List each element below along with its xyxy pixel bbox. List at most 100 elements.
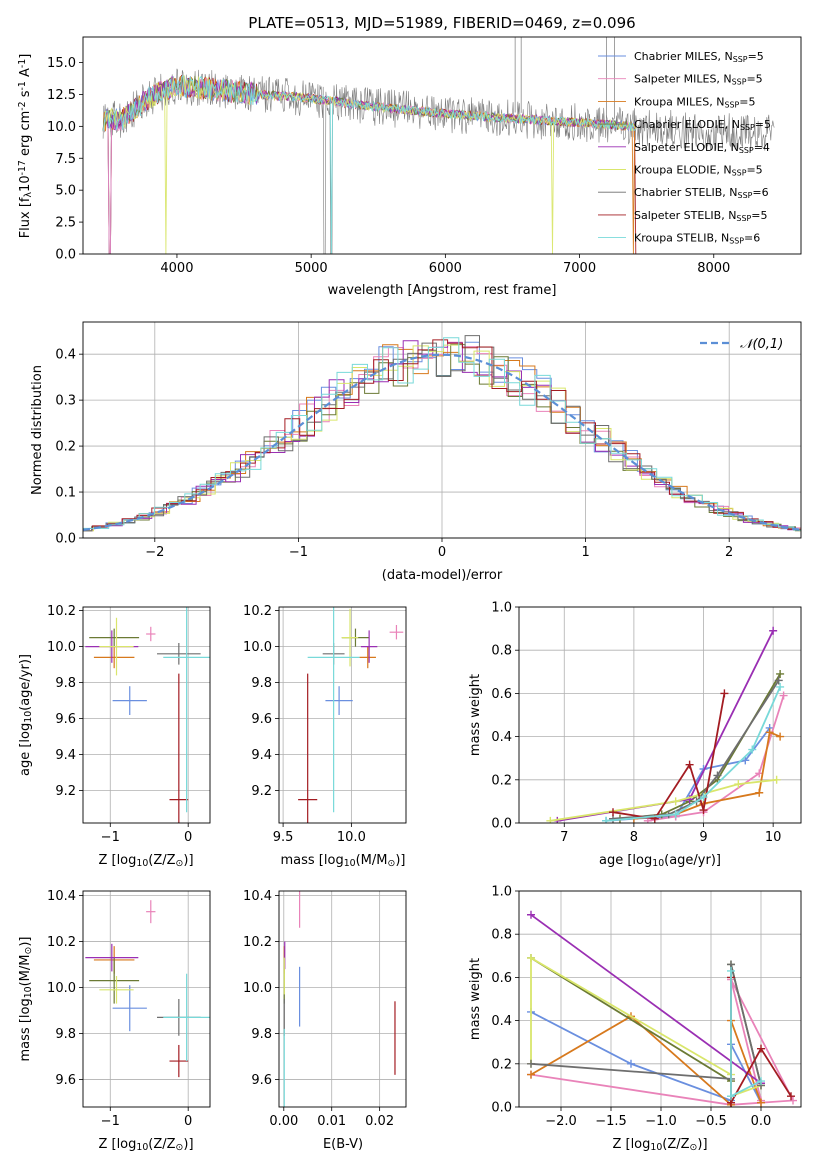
y-axis-label: mass weight — [468, 674, 483, 756]
y-tick-label: 9.6 — [251, 712, 272, 727]
x-axis-label: mass [log10(M/M⊙)] — [281, 853, 406, 869]
x-tick-label: −1 — [289, 545, 308, 560]
y-tick-label: 9.4 — [251, 748, 272, 763]
legend-label: Salpeter STELIB, NSSP=5 — [634, 209, 767, 223]
x-tick-label: 1 — [581, 545, 589, 560]
plot-area-mass-vs-EBV — [283, 891, 396, 1107]
axes-frame — [82, 890, 211, 1108]
x-tick-label: 10 — [765, 830, 782, 845]
axes-frame — [82, 606, 211, 824]
plot-area-massweight-vs-Z — [527, 910, 797, 1107]
errorbar-point-1 — [389, 625, 404, 640]
x-tick-label: −1.5 — [595, 1114, 627, 1129]
x-axis-label: (data-model)/error — [382, 568, 503, 583]
x-tick-label: 7000 — [563, 261, 596, 276]
y-tick-label: 0.4 — [55, 348, 76, 363]
legend-label: Chabrier MILES, NSSP=5 — [634, 50, 764, 64]
y-tick-label: 0.4 — [491, 730, 512, 745]
y-tick-label: 9.2 — [55, 784, 76, 799]
x-tick-label: 0.02 — [365, 1114, 394, 1129]
weight-marker — [546, 816, 555, 823]
y-axis-label: mass [log10(M/M⊙)] — [18, 937, 34, 1062]
weight-marker — [769, 626, 778, 635]
y-tick-label: 1.0 — [491, 601, 512, 616]
x-tick-label: 9.5 — [273, 830, 294, 845]
plot-area-residuals — [83, 335, 801, 532]
y-tick-label: 12.5 — [47, 88, 76, 103]
axes-spectrum: 4000 5000 6000 7000 8000 0.0 2.5 5.0 7.5 10.0 12.5… — [47, 56, 730, 276]
legend-label: Kroupa MILES, NSSP=5 — [634, 95, 755, 109]
axes-frame — [82, 321, 802, 539]
y-tick-label: 0.4 — [491, 1014, 512, 1029]
y-tick-label: 10.2 — [47, 604, 76, 619]
weight-marker — [720, 689, 729, 698]
y-tick-label: 15.0 — [47, 56, 76, 71]
y-tick-label: 9.2 — [251, 784, 272, 799]
errorbar-point-0 — [112, 686, 147, 715]
y-tick-label: 9.8 — [55, 1027, 76, 1042]
weight-marker — [757, 1044, 765, 1053]
axes-massweight-vs-Z: −2.0 −1.5 −1.0 −0.5 0.0 0.0 0.2 0.4 0.6 0.8 1.0 — [491, 885, 801, 1129]
weight-series-5 — [530, 956, 762, 1098]
spectrum-series-6 — [102, 68, 775, 254]
x-tick-label: 0 — [184, 1114, 192, 1129]
y-tick-label: 10.2 — [243, 604, 272, 619]
errorbar-point-2 — [93, 646, 135, 669]
weight-marker — [787, 1092, 795, 1101]
weight-marker — [734, 780, 743, 789]
axes-massweight-vs-age: 7 8 9 10 0.0 0.2 0.4 0.6 0.8 1.0 — [491, 601, 801, 845]
x-axis-label: Z [log10(Z/Z⊙)] — [98, 1137, 193, 1153]
x-tick-label: −1 — [101, 1114, 120, 1129]
x-tick-label: 9 — [699, 830, 707, 845]
legend-label: Chabrier ELODIE, NSSP=5 — [634, 118, 771, 132]
errorbar-point-8 — [163, 607, 210, 813]
errorbar-point-5 — [99, 617, 134, 676]
axes-age-vs-mass: 9.5 10.0 9.2 9.4 9.6 9.8 10.0 10.2 — [243, 604, 406, 845]
y-axis-label: Flux [fλ10-17 erg cm-2 s-1 A-1] — [17, 54, 35, 239]
y-tick-label: 10.2 — [47, 935, 76, 950]
errorbar-point-2 — [359, 646, 376, 669]
y-tick-label: 0.2 — [491, 773, 512, 788]
x-tick-label: 0.01 — [317, 1114, 346, 1129]
y-tick-label: 10.4 — [47, 889, 76, 904]
y-tick-label: 0.1 — [55, 486, 76, 501]
errorbar-point-3 — [89, 628, 140, 647]
y-tick-label: 10.2 — [243, 935, 272, 950]
x-axis-label: E(B-V) — [323, 1137, 363, 1152]
x-tick-label: 6000 — [429, 261, 462, 276]
y-tick-label: 0.6 — [491, 971, 512, 986]
y-tick-label: 10.0 — [243, 640, 272, 655]
axes-frame — [82, 36, 802, 255]
x-tick-label: 5000 — [295, 261, 328, 276]
axes-mass-vs-Z: −1 0 9.6 9.8 10.0 10.2 10.4 — [47, 889, 210, 1129]
y-tick-label: 0.0 — [55, 248, 76, 263]
errorbar-point-7 — [169, 1044, 189, 1078]
plot-area-age-vs-mass — [298, 607, 404, 823]
y-tick-label: 9.4 — [55, 748, 76, 763]
axes-frame — [278, 890, 407, 1108]
weight-marker — [671, 797, 680, 806]
x-tick-label: 7 — [560, 830, 568, 845]
axes-mass-vs-EBV: 0.00 0.01 0.02 9.6 9.8 10.0 10.2 10.4 — [243, 889, 406, 1129]
x-axis-label: wavelength [Angstrom, rest frame] — [328, 283, 557, 298]
plot-area-age-vs-Z — [85, 607, 210, 823]
x-tick-label: 0 — [438, 545, 446, 560]
weight-marker — [685, 760, 694, 769]
y-tick-label: 2.5 — [55, 216, 76, 231]
y-tick-label: 10.0 — [47, 120, 76, 135]
errorbar-point-7 — [169, 673, 189, 823]
x-tick-label: −1.0 — [645, 1114, 677, 1129]
legend-label: Salpeter ELODIE, NSSP=4 — [634, 141, 770, 155]
weight-marker — [685, 795, 694, 804]
y-tick-label: 0.3 — [55, 394, 76, 409]
x-tick-label: 10.0 — [337, 830, 366, 845]
errorbar-point-4 — [360, 630, 378, 663]
x-tick-label: 0.0 — [751, 1114, 772, 1129]
x-tick-label: 0.00 — [269, 1114, 298, 1129]
y-axis-label: mass weight — [468, 958, 483, 1040]
x-tick-label: −0.5 — [695, 1114, 727, 1129]
histogram-series-7 — [83, 339, 801, 530]
y-tick-label: 10.0 — [47, 981, 76, 996]
spectrum-series-5 — [102, 75, 637, 254]
